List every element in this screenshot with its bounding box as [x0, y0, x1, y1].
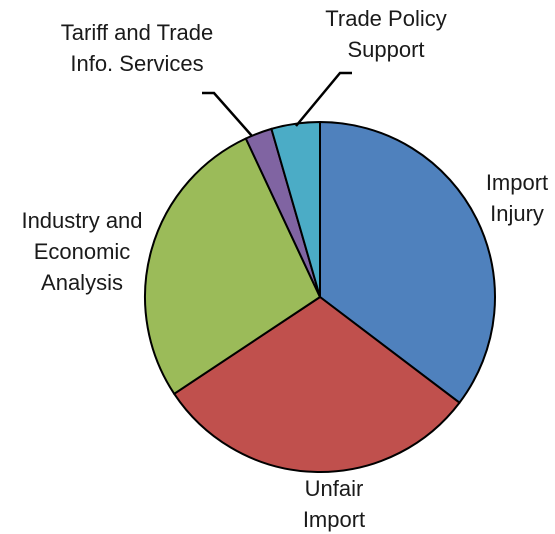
slice-label-line: Analysis — [41, 270, 123, 295]
pie-slice-4 — [270, 121, 321, 298]
pie-slice-0 — [319, 121, 496, 404]
slice-label-line: Import — [486, 170, 548, 195]
slice-label-line: Tariff and Trade — [61, 20, 213, 45]
slice-label-line: Trade Policy — [325, 6, 446, 31]
slice-label-1: Unfair Import — [303, 476, 365, 532]
pie-slices — [144, 121, 496, 474]
slice-label-4: Trade Policy Support — [325, 6, 446, 62]
slice-label-3: Tariff and Trade Info. Services — [61, 20, 213, 76]
slice-label-line: Industry and — [21, 208, 142, 233]
slice-label-line: Support — [347, 37, 424, 62]
leader-lines — [202, 71, 352, 137]
slice-label-line: Injury — [490, 201, 544, 226]
slice-label-0: Import Injury — [486, 170, 548, 226]
slice-labels: Import Injury Unfair Import Industry and Econ… — [21, 6, 548, 532]
slice-label-line: Economic — [34, 239, 131, 264]
leader-line-4 — [295, 71, 352, 127]
slice-label-2: Industry and Economic Analysis — [21, 208, 142, 295]
slice-label-line: Import — [303, 507, 365, 532]
leader-line-3 — [202, 91, 253, 137]
pie-slice-2 — [144, 137, 321, 395]
slice-label-line: Info. Services — [70, 51, 203, 76]
pie-slice-1 — [173, 296, 461, 474]
slice-label-line: Unfair — [305, 476, 364, 501]
